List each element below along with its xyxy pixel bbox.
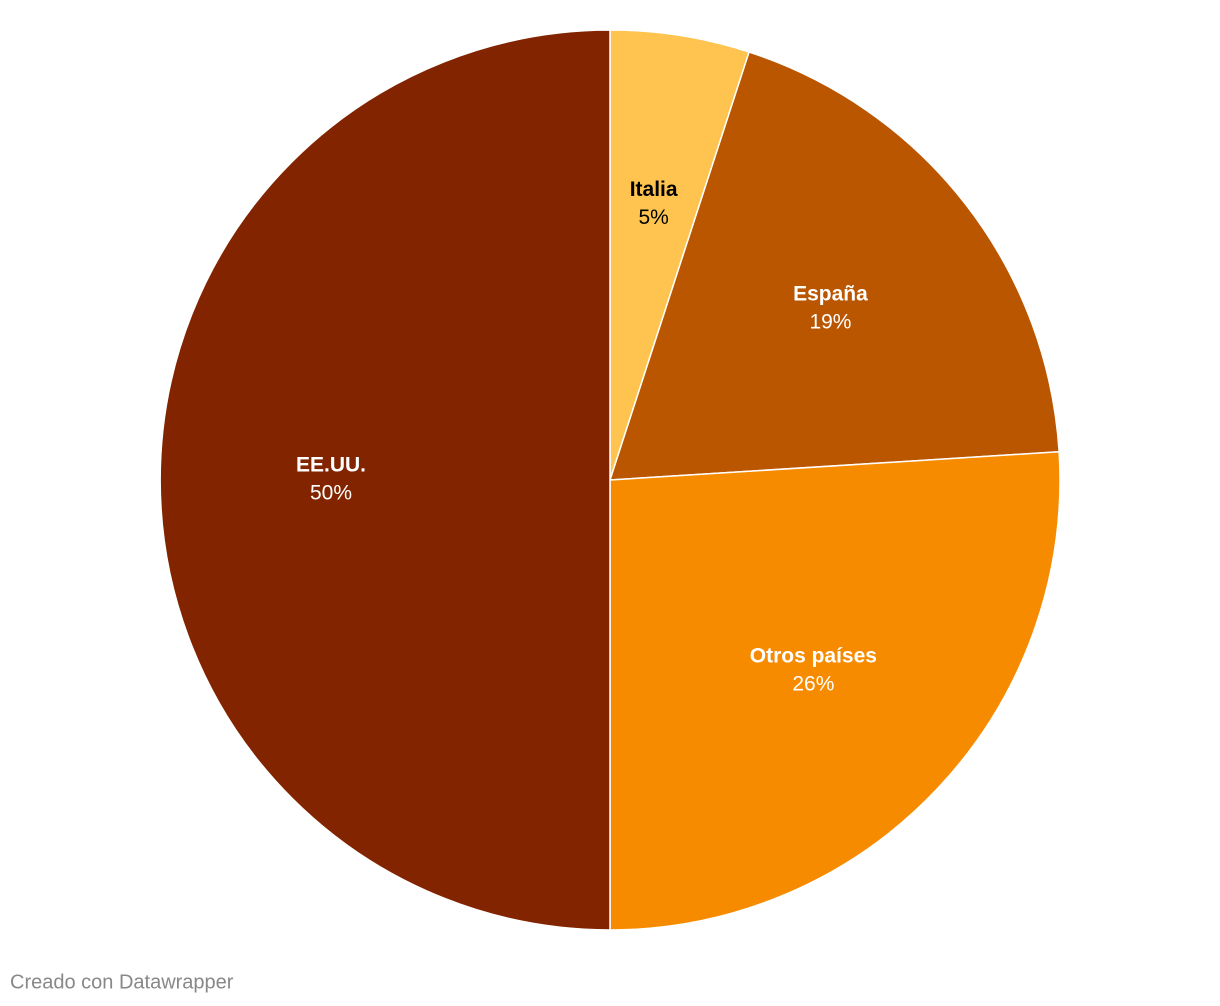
slice-label: Italia	[630, 178, 678, 201]
slice-value: 5%	[638, 206, 668, 229]
pie-slice	[159, 29, 611, 931]
slice-value: 19%	[809, 311, 851, 334]
slice-label: España	[793, 283, 868, 306]
slice-label: EE.UU.	[296, 454, 366, 477]
pie-slice	[608, 51, 1060, 481]
slice-value: 50%	[310, 482, 352, 505]
pie-slice	[609, 450, 1061, 931]
credit: Creado con Datawrapper	[10, 971, 234, 993]
slice-value: 26%	[792, 673, 834, 696]
slice-label: Otros países	[750, 645, 877, 668]
